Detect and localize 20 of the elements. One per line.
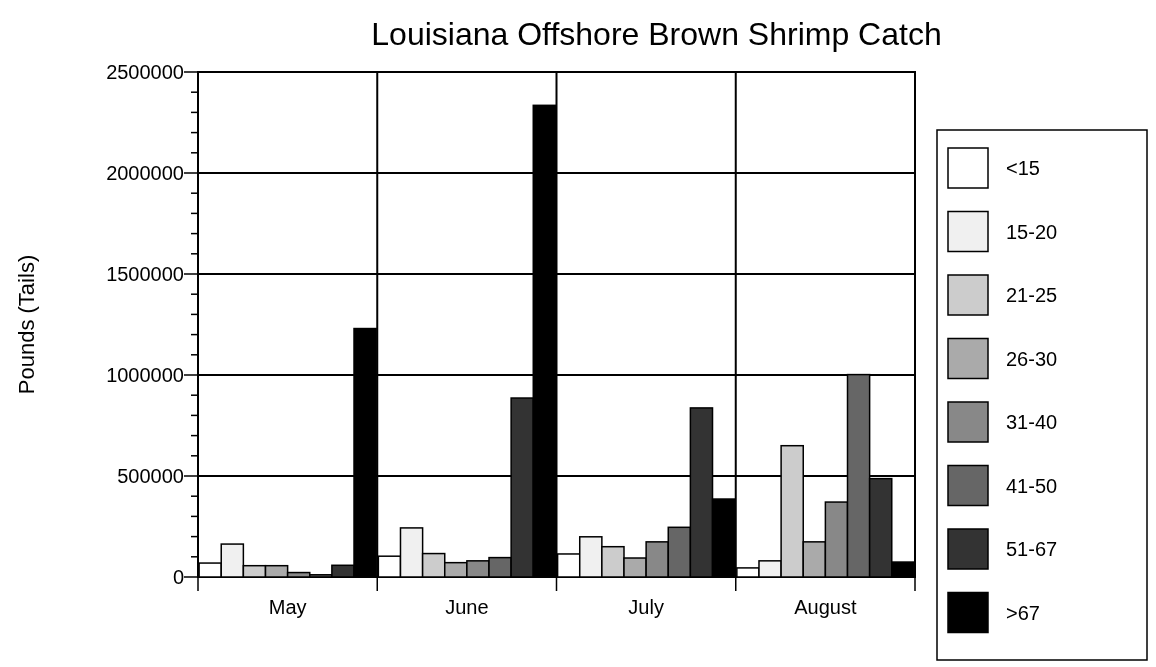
- legend-label: 31-40: [1006, 411, 1058, 433]
- legend-label: 26-30: [1006, 347, 1058, 370]
- y-tick-label: 2000000: [106, 162, 184, 184]
- x-tick-label: July: [628, 596, 664, 618]
- y-tick-label: 2500000: [106, 61, 184, 83]
- y-axis-title: Pounds (Tails): [14, 254, 39, 395]
- legend-label: <15: [1006, 157, 1040, 179]
- legend-label: 21-25: [1006, 284, 1058, 306]
- x-tick-label: June: [445, 596, 489, 618]
- legend-label: 15-20: [1006, 220, 1058, 243]
- legend-label: 41-50: [1006, 474, 1058, 497]
- chart-title: Louisiana Offshore Brown Shrimp Catch: [371, 16, 942, 52]
- y-tick-label: 1500000: [106, 263, 184, 285]
- x-tick-label: August: [794, 596, 857, 618]
- legend-label: 51-67: [1006, 538, 1058, 560]
- legend-label: >67: [1006, 601, 1040, 624]
- y-tick-label: 1000000: [106, 364, 184, 386]
- y-tick-label: 0: [172, 566, 184, 588]
- y-tick-label: 500000: [117, 465, 184, 487]
- x-tick-label: May: [268, 596, 307, 618]
